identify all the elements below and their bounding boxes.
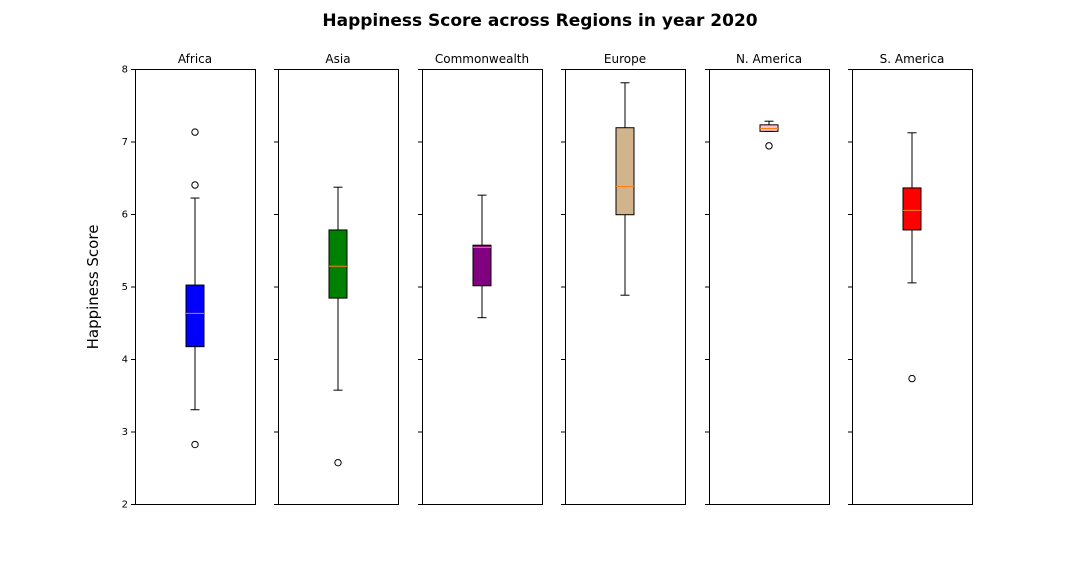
panel-title: Commonwealth xyxy=(435,52,529,66)
axes-frame xyxy=(852,69,973,505)
axes-frame xyxy=(422,69,543,505)
outlier-point xyxy=(334,458,342,467)
subplot-1: Asia xyxy=(274,52,399,505)
axes-frame xyxy=(278,69,399,505)
axes-frame xyxy=(565,69,686,505)
box xyxy=(615,127,635,216)
subplot-4: N. America xyxy=(705,52,830,505)
outlier-point xyxy=(765,142,773,150)
panel-title: Asia xyxy=(325,52,350,66)
chart-title: Happiness Score across Regions in year 2… xyxy=(322,11,757,31)
subplot-5: S. America xyxy=(848,52,973,505)
panel-title: N. America xyxy=(736,52,802,66)
panel-title: S. America xyxy=(880,52,945,66)
y-tick-label: 3 xyxy=(122,427,128,438)
y-tick-label: 2 xyxy=(122,500,128,511)
subplot-0: Africa 2 3 4 5 6 7 8 xyxy=(122,52,256,511)
y-tick-label: 7 xyxy=(122,137,128,148)
y-axis-label: Happiness Score xyxy=(84,225,102,350)
outlier-point xyxy=(191,181,199,189)
y-tick-label: 6 xyxy=(122,210,128,221)
box xyxy=(185,284,205,348)
subplot-3: Europe xyxy=(561,52,686,505)
subplot-panels: Africa 2 3 4 5 6 7 8 Asia Commonwealth Europe N. Am… xyxy=(122,52,973,511)
outlier-point xyxy=(191,440,199,449)
axes-frame xyxy=(709,69,830,505)
outlier-point xyxy=(191,128,199,136)
box xyxy=(902,187,922,231)
panel-title: Europe xyxy=(604,52,646,66)
subplot-2: Commonwealth xyxy=(418,52,543,505)
axes-frame xyxy=(135,69,256,505)
y-tick-label: 4 xyxy=(122,355,128,366)
box xyxy=(472,244,492,287)
y-tick-label: 8 xyxy=(122,65,128,76)
panel-title: Africa xyxy=(178,52,212,66)
y-tick-label: 5 xyxy=(122,282,128,293)
box xyxy=(328,229,348,299)
outlier-point xyxy=(908,374,916,383)
